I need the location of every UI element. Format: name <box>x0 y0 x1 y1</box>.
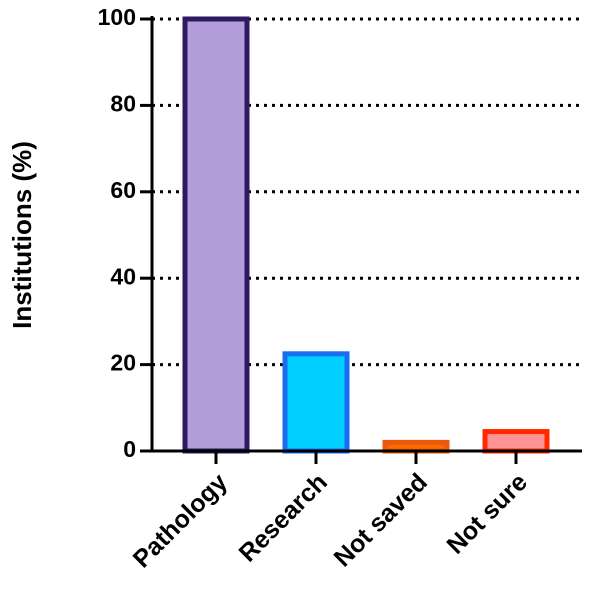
x-tick-label: Not saved <box>329 468 433 572</box>
y-tick-label: 100 <box>98 4 136 30</box>
y-axis-label: Institutions (%) <box>7 141 37 329</box>
bar <box>482 429 550 454</box>
x-tick-label: Not sure <box>441 468 533 560</box>
bar <box>282 351 350 454</box>
y-tick-label: 40 <box>110 263 136 289</box>
y-tick-label: 80 <box>110 90 136 116</box>
x-tick-label: Pathology <box>128 468 233 573</box>
y-tick-label: 20 <box>110 350 136 376</box>
bar <box>182 16 250 454</box>
x-tick-label: Research <box>234 468 333 567</box>
y-tick-label: 0 <box>123 436 136 462</box>
y-tick-label: 60 <box>110 177 136 203</box>
